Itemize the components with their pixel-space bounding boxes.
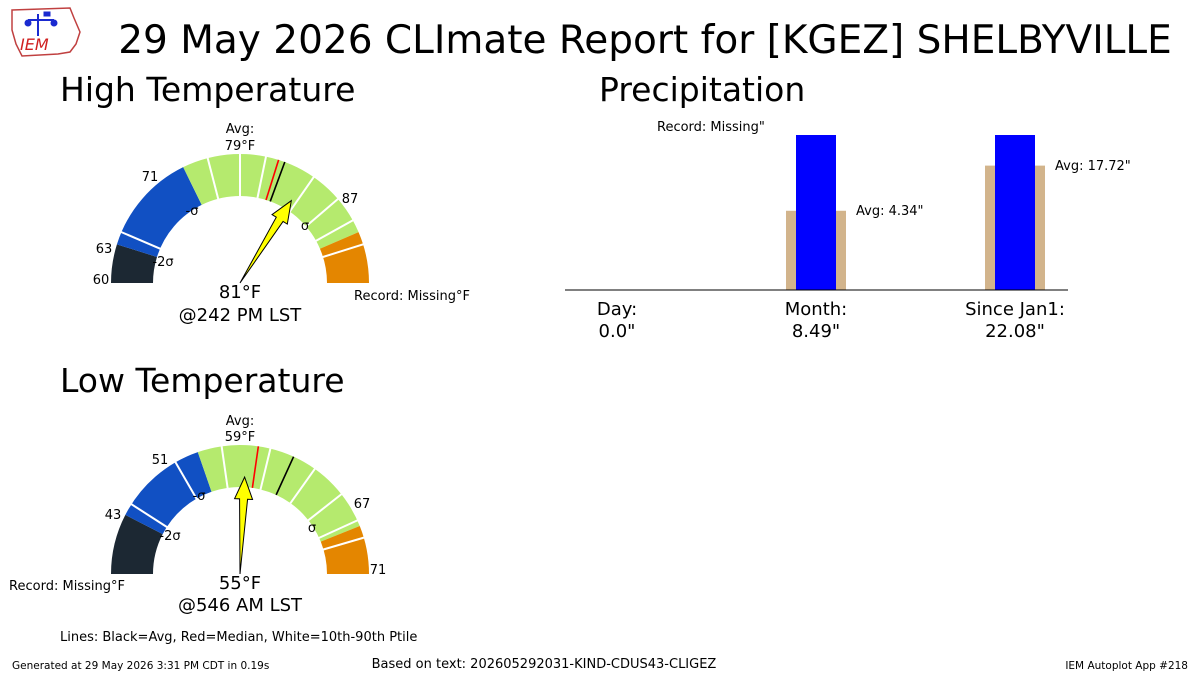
observed-needle xyxy=(239,199,293,284)
gauge-band-1 xyxy=(116,167,202,257)
high-scale-87: 87 xyxy=(342,192,359,207)
observed-needle xyxy=(233,475,254,575)
percentile-line-1 xyxy=(174,460,198,501)
day-category-value: 0.0" xyxy=(599,321,636,342)
gauge-band-3 xyxy=(319,232,369,283)
percentile-line-6 xyxy=(317,519,359,540)
low-gauge-percentile-lines xyxy=(130,445,366,551)
high-gauge-bands xyxy=(111,153,369,283)
low-temp-heading: Low Temperature xyxy=(60,361,345,400)
lines-legend-note: Lines: Black=Avg, Red=Median, White=10th… xyxy=(60,630,417,645)
weather-station-icon xyxy=(24,11,58,36)
percentile-line-2 xyxy=(220,445,229,490)
percentile-line-5 xyxy=(304,197,340,228)
low-record-label: Record: Missing°F xyxy=(9,579,125,594)
low-scale-43: 43 xyxy=(105,508,122,523)
low-temp-gauge: Avg: 59°F 43 51 67 71 -2σ -σ σ 55°F @546… xyxy=(9,414,386,616)
gauge-band-0 xyxy=(111,244,157,283)
footer-generated: Generated at 29 May 2026 3:31 PM CDT in … xyxy=(12,660,269,672)
high-sigma-plus-1: σ xyxy=(301,219,309,234)
high-sigma-minus-1: -σ xyxy=(186,204,199,219)
low-observed-time: @546 AM LST xyxy=(178,595,303,616)
high-record-label: Record: Missing°F xyxy=(354,289,470,304)
percentile-line-0 xyxy=(120,230,162,251)
low-scale-67: 67 xyxy=(354,497,371,512)
average-line xyxy=(269,161,286,202)
precip-record-label: Record: Missing" xyxy=(657,120,765,135)
year-category-label: Since Jan1: xyxy=(965,299,1065,320)
percentile-line-7 xyxy=(322,536,366,551)
low-scale-71: 71 xyxy=(370,563,387,578)
month-category-value: 8.49" xyxy=(792,321,840,342)
percentile-line-3 xyxy=(259,447,272,491)
day-category-label: Day: xyxy=(597,299,637,320)
year-observed-bar xyxy=(995,135,1035,290)
percentile-line-0 xyxy=(130,502,169,529)
high-scale-60: 60 xyxy=(93,273,110,288)
gauge-band-2 xyxy=(197,444,360,542)
logo-text: IEM xyxy=(20,35,49,54)
month-category-label: Month: xyxy=(785,299,847,320)
footer-app-id: IEM Autoplot App #218 xyxy=(1065,660,1188,672)
year-category-value: 22.08" xyxy=(985,321,1045,342)
low-sigma-minus-1: -σ xyxy=(193,489,206,504)
percentile-line-5 xyxy=(306,492,343,522)
percentile-line-7 xyxy=(321,243,365,259)
month-observed-bar xyxy=(796,135,836,290)
low-observed-value: 55°F xyxy=(219,573,261,594)
percentile-line-4 xyxy=(289,467,317,505)
percentile-line-1 xyxy=(206,156,220,200)
gauge-band-0 xyxy=(111,514,163,574)
iem-logo: IEM xyxy=(11,7,81,57)
high-avg-label: Avg: xyxy=(226,122,254,137)
high-observed-value: 81°F xyxy=(219,282,261,303)
high-observed-time: @242 PM LST xyxy=(179,305,303,326)
low-scale-51: 51 xyxy=(152,453,169,468)
high-temp-gauge: Avg: 79°F 60 63 71 87 -2σ -σ σ 81°F @242… xyxy=(93,122,470,326)
high-temp-heading: High Temperature xyxy=(60,70,355,109)
low-avg-label: Avg: xyxy=(226,414,254,429)
median-line xyxy=(265,159,280,201)
low-gauge-markers xyxy=(233,446,295,575)
low-sigma-minus-2: -2σ xyxy=(159,529,180,544)
high-gauge-markers xyxy=(239,159,293,284)
high-sigma-minus-2: -2σ xyxy=(152,255,173,270)
page-title: 29 May 2026 CLImate Report for [KGEZ] SH… xyxy=(118,18,1172,63)
high-gauge-percentile-lines xyxy=(120,153,365,259)
footer-based-on: Based on text: 202605292031-KIND-CDUS43-… xyxy=(372,657,717,672)
high-scale-63: 63 xyxy=(96,242,113,257)
month-avg-label: Avg: 4.34" xyxy=(856,204,924,219)
precip-heading: Precipitation xyxy=(599,70,805,109)
percentile-line-4 xyxy=(288,175,316,213)
median-line xyxy=(251,446,260,488)
year-avg-label: Avg: 17.72" xyxy=(1055,159,1131,174)
average-line xyxy=(275,456,295,496)
high-scale-71: 71 xyxy=(142,170,159,185)
low-avg-value: 59°F xyxy=(225,430,256,445)
high-avg-value: 79°F xyxy=(225,139,256,154)
percentile-line-3 xyxy=(256,155,268,199)
percentile-line-6 xyxy=(314,219,355,243)
gauge-band-3 xyxy=(320,526,369,574)
low-sigma-plus-1: σ xyxy=(308,521,316,536)
precip-chart: Record: Missing" Avg: 4.34" Avg: 17.72" … xyxy=(565,120,1131,342)
